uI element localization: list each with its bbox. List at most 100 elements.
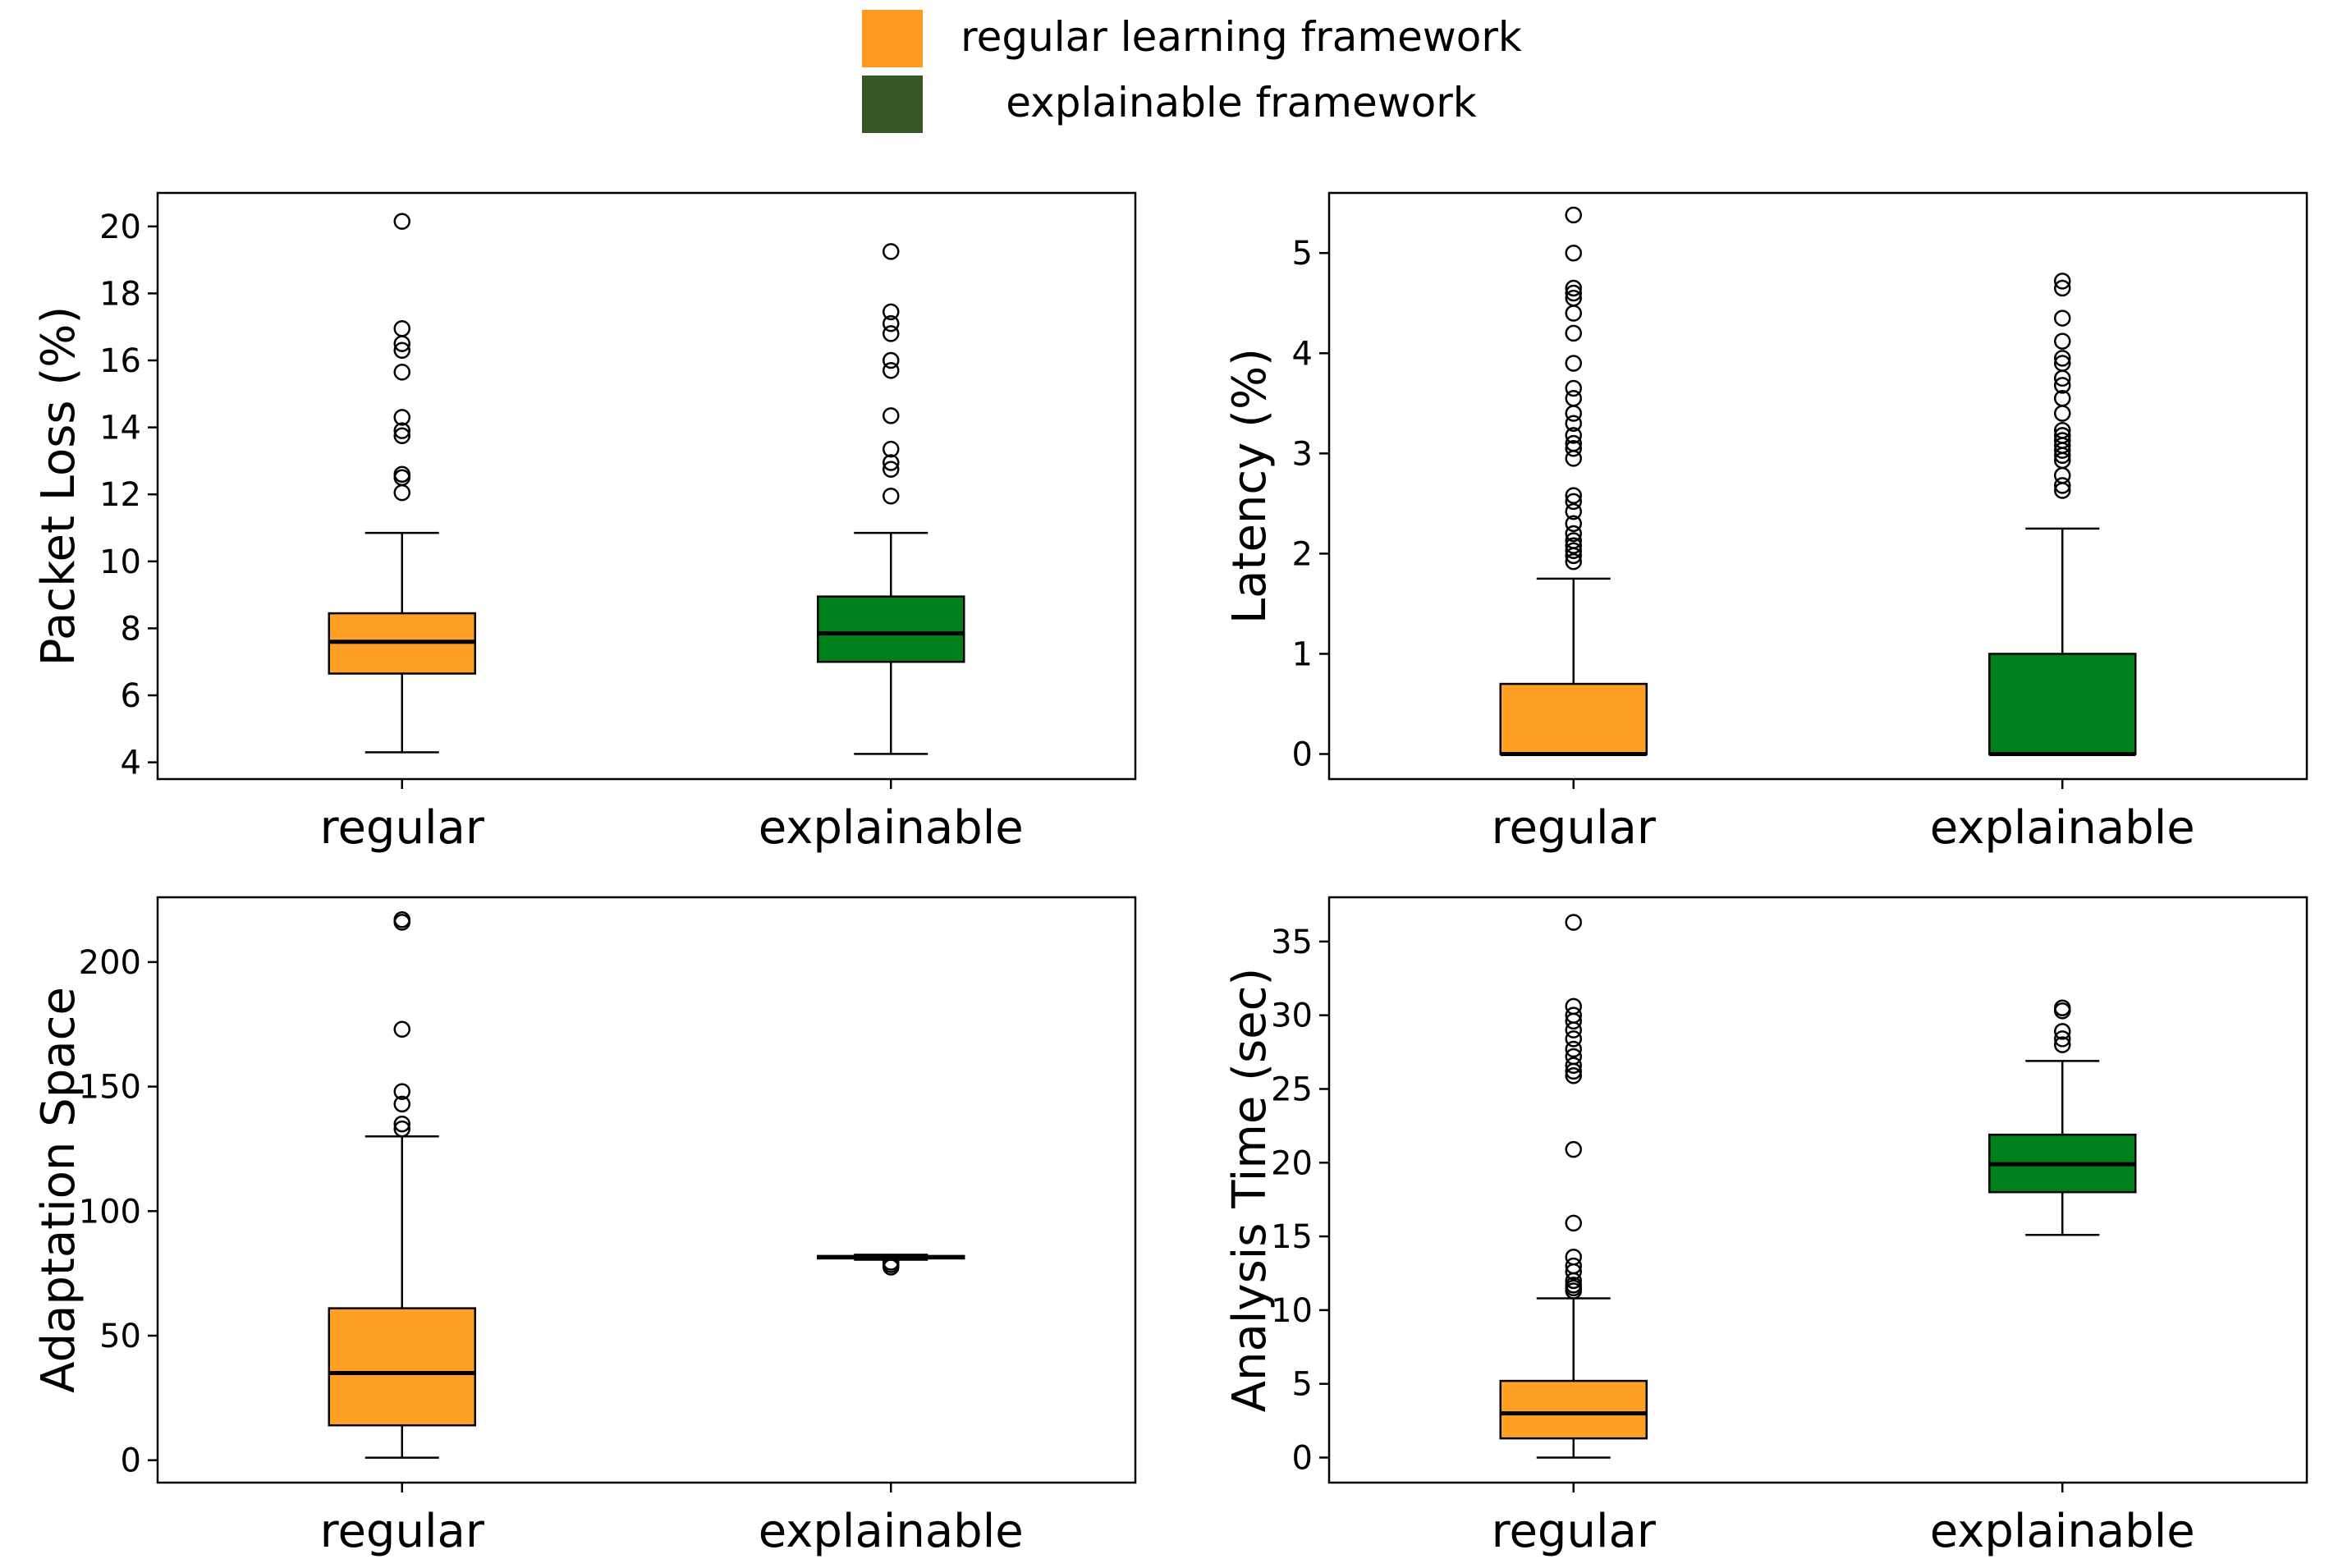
plot-frame	[1327, 896, 2308, 1484]
outlier-point	[393, 319, 410, 337]
outlier-point	[883, 303, 900, 321]
x-tick-label: regular	[320, 801, 485, 855]
outlier-point	[2054, 332, 2071, 350]
y-tick-label: 18	[99, 275, 141, 313]
chart-panel-3: 0 50 100 150 200 Adaptation Space regular expla…	[32, 896, 1137, 1558]
box-explainable: explainable	[759, 1254, 1024, 1558]
y-tick-label: 200	[79, 944, 141, 982]
outlier-point	[1565, 379, 1582, 397]
outlier-point	[393, 364, 410, 381]
outlier-point	[2054, 427, 2071, 444]
outlier-point	[1565, 439, 1582, 457]
outlier-point	[2054, 405, 2071, 422]
y-tick-label: 3	[1292, 435, 1313, 473]
outlier-point	[2054, 273, 2071, 290]
outlier-point	[2054, 377, 2071, 394]
outlier-point	[883, 461, 900, 478]
chart-panel-1: 4 6 8 10 12 14 16 18 20 Packet Loss (%) regular exp…	[32, 191, 1137, 855]
outlier-point	[393, 1115, 410, 1133]
legend-label-1: regular learning framework	[960, 13, 1522, 61]
outlier-point	[1565, 1277, 1582, 1294]
outlier-point	[883, 243, 900, 260]
outlier-point	[2054, 1036, 2071, 1053]
outlier-point	[1565, 493, 1582, 511]
y-tick-label: 150	[79, 1069, 141, 1107]
outlier-point	[1565, 525, 1582, 543]
outlier-point	[883, 361, 900, 379]
outlier-point	[1565, 1214, 1582, 1232]
outlier-point	[393, 342, 410, 360]
y-axis-label: Analysis Time (sec)	[1223, 968, 1277, 1413]
outlier-point	[883, 351, 900, 369]
outlier-point	[393, 484, 410, 502]
y-tick-label: 35	[1271, 924, 1313, 961]
y-tick-label: 4	[121, 745, 141, 782]
y-tick-label: 25	[1271, 1071, 1313, 1108]
outlier-point	[1565, 389, 1582, 407]
y-tick-label: 6	[121, 677, 141, 715]
box-regular: regular	[320, 213, 485, 855]
outlier-point	[1565, 537, 1582, 554]
x-tick-label: regular	[320, 1505, 485, 1558]
box-regular: regular	[320, 911, 485, 1558]
outlier-point	[393, 465, 410, 483]
outlier-point	[1565, 305, 1582, 322]
outlier-point	[1565, 487, 1582, 504]
outlier-point	[393, 1020, 410, 1038]
iqr-box	[1499, 682, 1648, 755]
outlier-point	[2054, 309, 2071, 327]
outlier-point	[393, 409, 410, 426]
outlier-point	[1565, 1067, 1582, 1084]
outlier-point	[1565, 515, 1582, 533]
outlier-point	[2054, 355, 2071, 372]
outlier-point	[2054, 1023, 2071, 1040]
outlier-point	[2054, 422, 2071, 439]
outlier-point	[1565, 1248, 1582, 1266]
outlier-point	[2054, 279, 2071, 297]
outlier-point	[1565, 1048, 1582, 1066]
y-tick-label: 30	[1271, 997, 1313, 1035]
outlier-point	[393, 911, 410, 928]
iqr-box	[328, 1307, 476, 1427]
outlier-point	[393, 422, 410, 439]
y-tick-label: 16	[99, 342, 141, 380]
outlier-point	[1565, 415, 1582, 432]
legend-swatch-2	[862, 76, 923, 133]
y-tick-label: 4	[1292, 335, 1313, 373]
outlier-point	[2054, 389, 2071, 407]
outlier-point	[1565, 1257, 1582, 1275]
outlier-point	[1565, 355, 1582, 372]
outlier-point	[883, 314, 900, 332]
y-tick-label: 0	[1292, 1439, 1313, 1477]
y-tick-label: 50	[99, 1318, 141, 1355]
outlier-point	[393, 469, 410, 487]
y-axis-label: Packet Loss (%)	[32, 306, 85, 667]
x-tick-label: explainable	[1930, 1505, 2195, 1558]
outlier-point	[393, 1095, 410, 1113]
outlier-point	[1565, 1057, 1582, 1074]
x-tick-label: explainable	[759, 801, 1024, 855]
box-explainable: explainable	[1930, 273, 2195, 855]
y-tick-label: 100	[79, 1193, 141, 1231]
iqr-box	[1988, 653, 2137, 755]
y-tick-label: 15	[1271, 1218, 1313, 1256]
outlier-point	[1565, 997, 1582, 1016]
y-tick-label: 14	[99, 410, 141, 447]
y-tick-label: 0	[121, 1442, 141, 1480]
outlier-point	[1565, 1006, 1582, 1024]
y-tick-label: 0	[1292, 736, 1313, 773]
y-tick-label: 20	[1271, 1144, 1313, 1182]
outlier-point	[393, 427, 410, 445]
outlier-point	[1565, 279, 1582, 297]
y-tick-label: 10	[1271, 1292, 1313, 1330]
outlier-point	[2054, 432, 2071, 449]
y-tick-label: 10	[99, 543, 141, 581]
outlier-point	[1565, 552, 1582, 571]
box-regular: regular	[1492, 914, 1657, 1558]
chart-panel-4: 0 5 10 15 20 25 30 35 Analysis Time (sec) regular…	[1223, 896, 2308, 1558]
outlier-point	[2054, 999, 2071, 1016]
iqr-box	[817, 595, 965, 663]
y-tick-label: 8	[121, 610, 141, 648]
outlier-point	[393, 1083, 410, 1100]
